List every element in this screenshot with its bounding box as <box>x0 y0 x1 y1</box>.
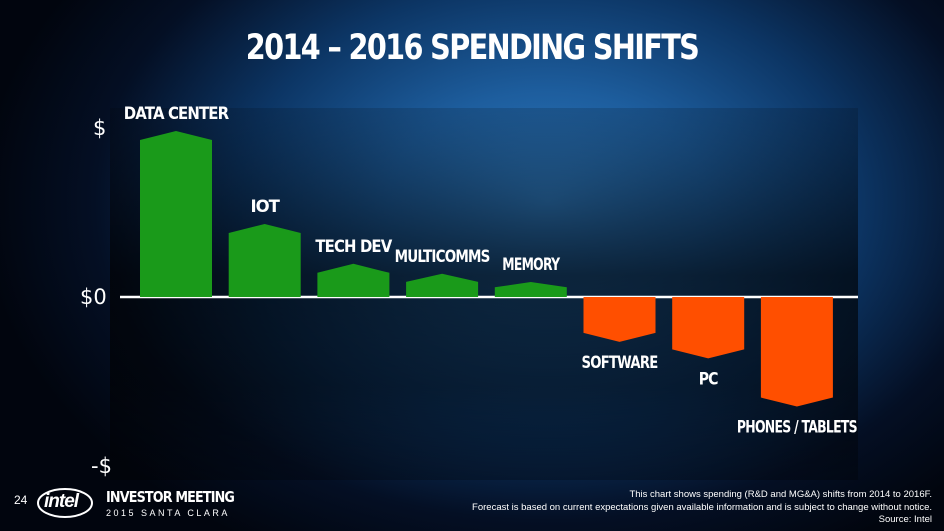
event-title: INVESTOR MEETING <box>106 488 235 506</box>
bar-label: SOFTWARE <box>582 353 658 373</box>
bar-label: TECH DEV <box>315 237 393 257</box>
bar-data-center <box>140 131 212 297</box>
bar-pc <box>672 297 745 359</box>
y-tick-label-zero: $0 <box>80 285 107 309</box>
y-tick-label-positive: $ <box>93 116 107 140</box>
page-number: 24 <box>14 493 28 507</box>
bar-phones-tablets <box>760 297 833 407</box>
bar-label: DATA CENTER <box>124 104 229 124</box>
chart-disclaimer: This chart shows spending (R&D and MG&A)… <box>472 489 932 527</box>
bar-software <box>583 297 656 342</box>
bar-multicomms <box>406 273 479 297</box>
intel-wordmark: intel <box>44 491 79 512</box>
bar-label: PC <box>699 369 718 389</box>
disclaimer-line-1: This chart shows spending (R&D and MG&A)… <box>629 489 932 500</box>
disclaimer-line-3: Source: Intel <box>878 514 932 525</box>
y-tick-label-negative: -$ <box>91 454 112 478</box>
disclaimer-line-2: Forecast is based on current expectation… <box>472 501 932 513</box>
bar-iot <box>228 223 301 297</box>
bar-label: MULTICOMMS <box>395 247 490 267</box>
bar-label: MEMORY <box>502 255 560 275</box>
intel-logo-icon <box>37 488 93 518</box>
event-subtitle: 2015 SANTA CLARA <box>106 508 230 518</box>
bar-label: IOT <box>250 197 280 217</box>
bar-tech-dev <box>317 263 390 297</box>
bar-label: PHONES / TABLETS <box>737 418 857 438</box>
slide-title: 2014 – 2016 SPENDING SHIFTS <box>245 28 700 68</box>
bar-memory <box>494 282 567 297</box>
